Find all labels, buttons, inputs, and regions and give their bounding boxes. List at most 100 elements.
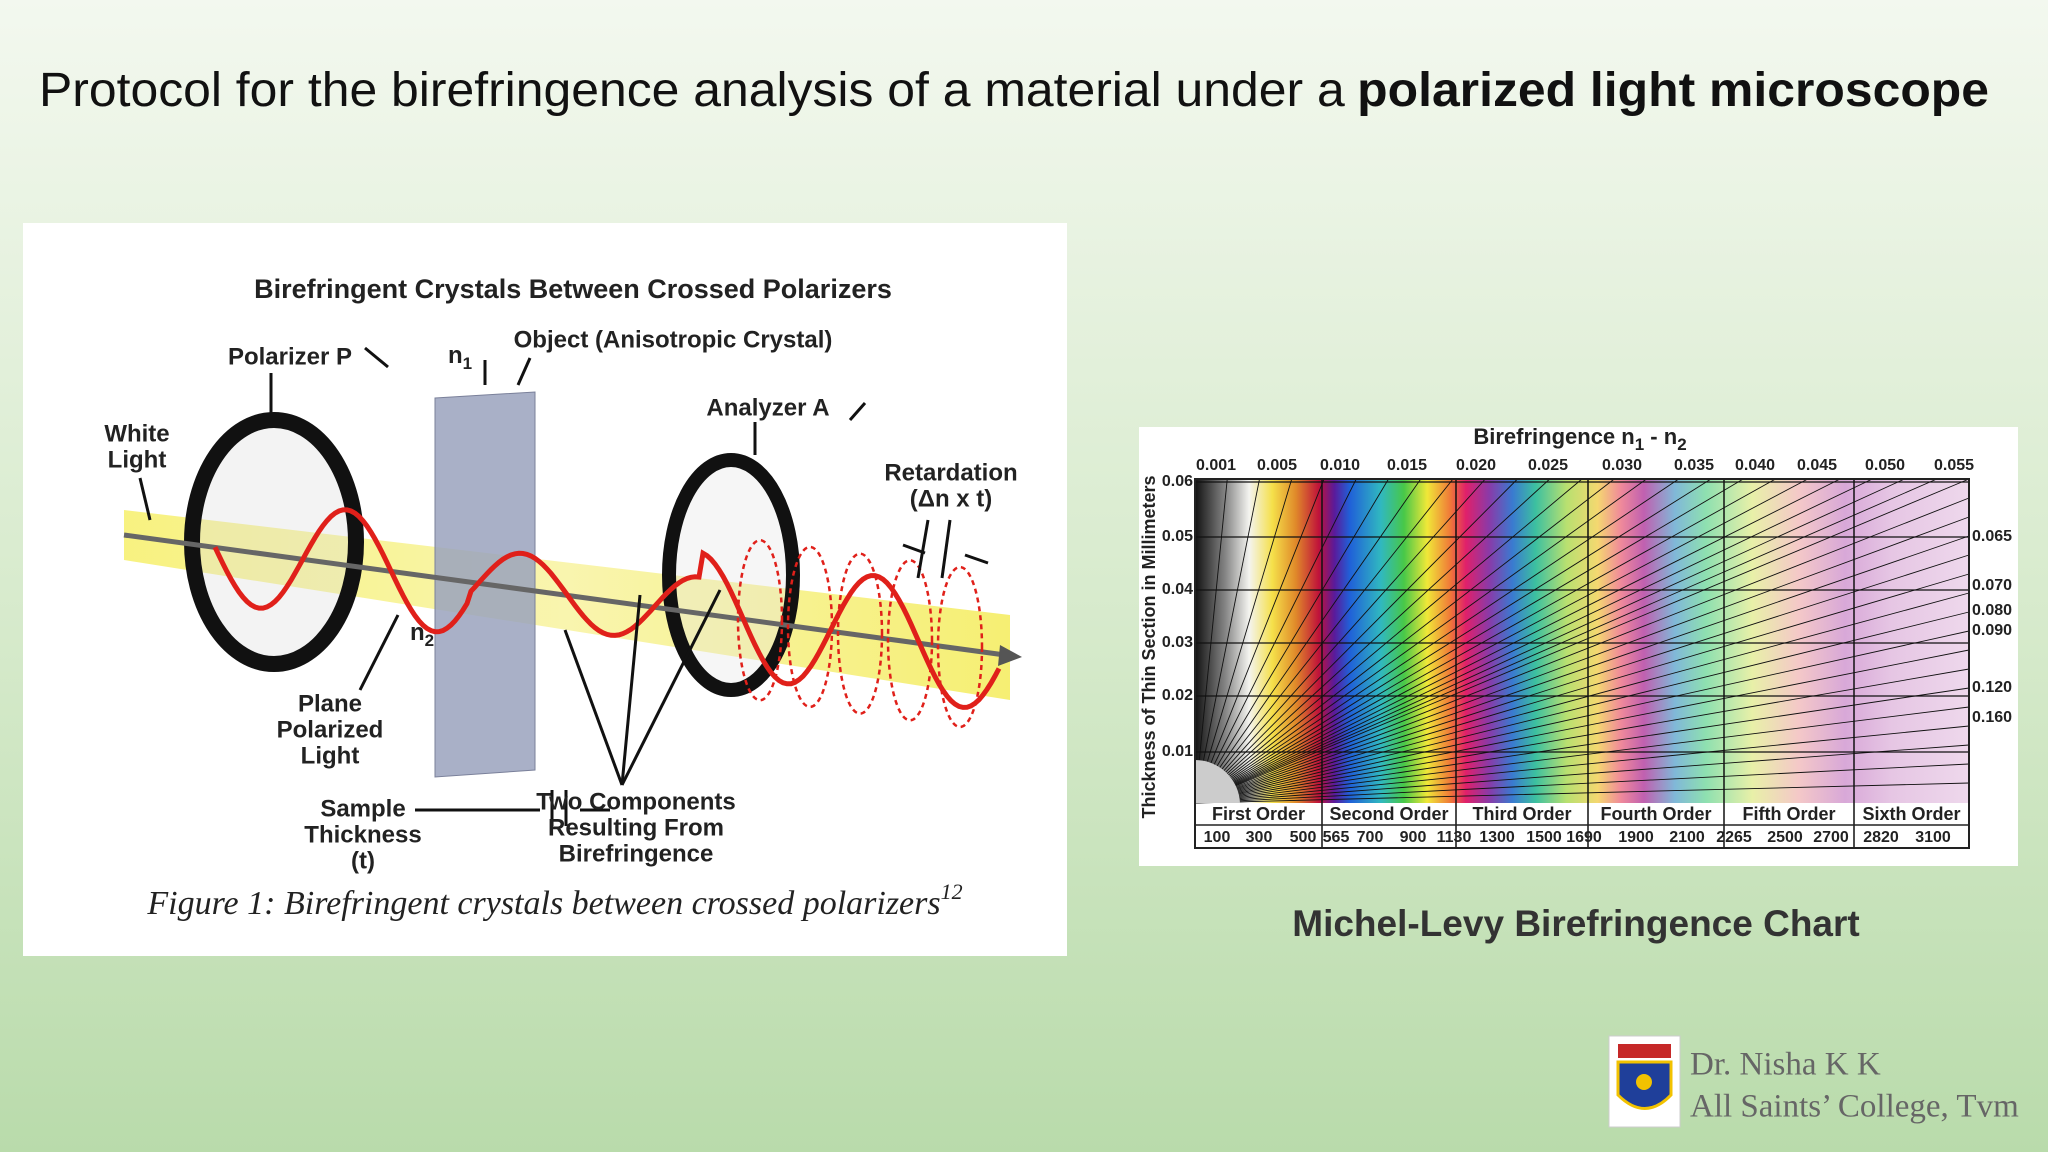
michel-levy-chart: Birefringence n1 - n2 Thickness of Thin … (1139, 424, 2018, 866)
isoline (1194, 744, 1970, 804)
isoline (1194, 478, 1260, 804)
retardation-label: 2820 (1863, 829, 1899, 846)
order-label: Third Order (1472, 804, 1571, 824)
figure-label: Resulting From (548, 814, 724, 841)
retardation-label: 565 (1323, 829, 1350, 846)
caption-text: Figure 1: Birefringent crystals between … (146, 885, 940, 922)
logo (1608, 1035, 1681, 1128)
right-scale-label: 0.080 (1972, 602, 2012, 619)
top-scale-label: 0.015 (1387, 457, 1427, 474)
isoline (1194, 478, 1744, 804)
isoline (1194, 478, 1937, 804)
wave-ellipse (936, 565, 984, 729)
left-scale-label: 0.02 (1162, 687, 1193, 704)
isoline (1194, 478, 1808, 804)
isoline (1194, 478, 1776, 804)
isoline (1194, 478, 1841, 804)
caption-ref: 12 (941, 879, 963, 904)
isoline (1194, 478, 1228, 804)
polarizer (184, 412, 364, 672)
chart-frame (1194, 478, 1970, 849)
origin-shade (1195, 760, 1240, 803)
axis-arrow (998, 645, 1022, 666)
isoline (1194, 478, 1905, 804)
retardation-label: 2100 (1669, 829, 1705, 846)
figure-label: (t) (351, 847, 375, 874)
isoline (1194, 478, 1970, 804)
isoline (1194, 478, 1389, 804)
logo-emblem (1636, 1074, 1652, 1090)
slide-title: Protocol for the birefringence analysis … (39, 64, 1989, 117)
leader-lines (138, 346, 989, 826)
retardation-label: 3100 (1915, 829, 1951, 846)
left-scale-label: 0.06 (1162, 473, 1193, 490)
figure-label: Sample (320, 795, 405, 822)
isoline (1194, 763, 1970, 804)
right-scale-label: 0.160 (1972, 709, 2012, 726)
retardation-label: 300 (1246, 829, 1273, 846)
chart-title: Birefringence n1 - n2 (1473, 424, 1686, 455)
left-scale-label: 0.01 (1162, 743, 1193, 760)
top-scale-label: 0.055 (1934, 457, 1974, 474)
isoline (1194, 649, 1970, 804)
right-scale-label: 0.090 (1972, 622, 2012, 639)
isoline (1194, 478, 1486, 804)
retardation-label: 2265 (1716, 829, 1752, 846)
isoline (1194, 478, 1583, 804)
retardation-label: 100 (1204, 829, 1231, 846)
retardation-label: 1900 (1618, 829, 1654, 846)
isoline (1194, 535, 1970, 804)
retardation-label: 2700 (1813, 829, 1849, 846)
n2-symbol: n (410, 619, 425, 646)
wave-ellipse (886, 559, 934, 722)
figure-panel: Birefringent Crystals Between Crossed Po… (23, 223, 1067, 956)
isoline (1194, 478, 1422, 804)
top-scale-label: 0.020 (1456, 457, 1496, 474)
left-scale-label: 0.04 (1162, 581, 1193, 598)
figure-label: Birefringence (559, 840, 714, 867)
retardation-label: 1130 (1437, 829, 1472, 846)
title-text: Protocol for the birefringence analysis … (39, 64, 1345, 117)
isoline (1194, 630, 1970, 804)
isoline (1194, 554, 1970, 804)
left-scale-label: 0.03 (1162, 634, 1193, 651)
wave-ellipse (736, 538, 784, 702)
right-scale-label: 0.070 (1972, 577, 2012, 594)
figure-label: Retardation (884, 459, 1017, 486)
isoline (1194, 725, 1970, 804)
retardation-label: 1500 (1526, 829, 1562, 846)
order-label: Second Order (1329, 804, 1448, 824)
retardation-label: 700 (1357, 829, 1384, 846)
n1-sub: 1 (463, 354, 472, 373)
figure-heading: Birefringent Crystals Between Crossed Po… (254, 274, 892, 304)
figure-label: Two Components (536, 788, 736, 815)
retardation-label: 1690 (1566, 829, 1602, 846)
figure-label: Polarizer P (228, 343, 352, 370)
retardation-label: 1300 (1479, 829, 1515, 846)
wave-ellipse (786, 545, 834, 709)
wave-ellipse (836, 552, 884, 715)
top-scale-label: 0.045 (1797, 457, 1837, 474)
isoline (1194, 516, 1970, 804)
isoline (1194, 478, 1615, 804)
figure-label: Polarized (277, 716, 384, 743)
title-sub2: 2 (1677, 435, 1686, 454)
right-scale-label: 0.120 (1972, 679, 2012, 696)
isoline (1194, 478, 1357, 804)
isoline (1194, 478, 1647, 804)
isoline (1194, 478, 1325, 804)
title-bold: polarized light microscope (1357, 64, 1989, 117)
isoline (1194, 668, 1970, 804)
chart-lines (1194, 478, 1970, 848)
order-label: First Order (1212, 804, 1305, 824)
isoline (1194, 782, 1970, 804)
top-scale-label: 0.035 (1674, 457, 1714, 474)
chart-caption: Michel-Levy Birefringence Chart (1292, 903, 1859, 944)
top-scale-label: 0.010 (1320, 457, 1360, 474)
figure-label: Object (Anisotropic Crystal) (514, 326, 833, 353)
isoline (1194, 478, 1680, 804)
top-scale-label: 0.050 (1865, 457, 1905, 474)
n1-label: n1 (448, 342, 472, 373)
